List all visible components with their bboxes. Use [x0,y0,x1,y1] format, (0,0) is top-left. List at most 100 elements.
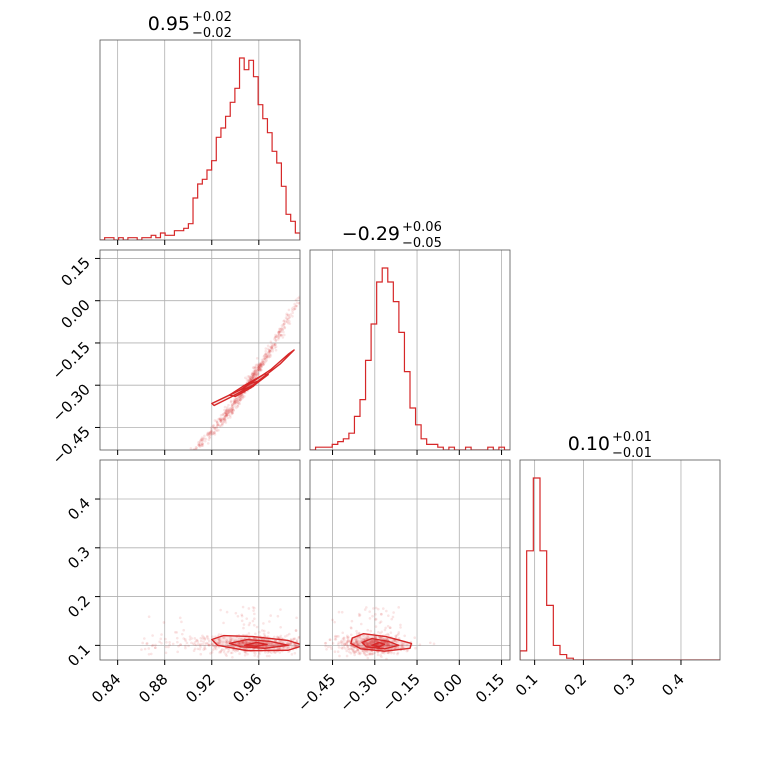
x-tick-label: 0.84 [88,670,124,706]
scatter-point [264,645,268,648]
scatter-point [384,626,387,630]
scatter-point [258,362,261,365]
scatter-point [400,643,403,647]
scatter-point [264,353,268,356]
scatter-point [260,364,264,368]
scatter-point [383,628,387,632]
scatter-point [380,630,384,634]
scatter-point [268,620,271,623]
x-tick-label: 0.4 [658,670,688,700]
scatter-point [270,345,273,348]
contour-line [228,373,269,398]
panel-background [310,460,510,660]
scatter-point [276,335,279,338]
scatter-point [228,414,232,418]
scatter-point [226,416,230,420]
scatter-point [295,638,299,642]
scatter-point [358,613,362,617]
scatter-point [232,409,235,412]
scatter-point [258,366,262,370]
scatter-point [355,643,359,646]
scatter-point [228,640,231,644]
scatter-point [177,644,180,648]
scatter-point [263,634,267,638]
scatter-point [334,637,338,641]
scatter-point [289,638,293,641]
scatter-point [399,626,402,629]
histogram-step-line [520,477,720,660]
scatter-point [283,319,286,322]
scatter-point [230,403,234,407]
scatter-point [197,442,201,446]
scatter-point [225,654,228,657]
scatter-point [154,646,157,650]
scatter-point [264,360,267,363]
scatter-point [164,651,168,655]
scatter-point [386,643,389,646]
scatter-point [197,444,201,447]
scatter-point [260,365,263,369]
scatter-point [282,322,286,326]
scatter-point [262,363,265,367]
scatter-point [288,642,292,645]
scatter-point [247,374,251,378]
scatter-point [237,642,241,646]
scatter-point [270,346,273,349]
scatter-point [366,634,369,638]
scatter-point [385,657,388,660]
scatter-point [263,629,266,633]
scatter-point [358,652,362,656]
scatter-point [269,348,273,351]
scatter-point [263,357,266,361]
scatter-point [387,643,390,646]
scatter-point [338,654,341,658]
scatter-point [379,654,382,657]
scatter-point [260,362,264,365]
scatter-point [374,635,377,639]
scatter-point [260,364,263,367]
scatter-point [252,372,256,375]
x-tick-label: 0.2 [561,670,591,700]
scatter-point [246,641,249,644]
scatter-point [237,641,241,645]
scatter-point [293,651,297,655]
scatter-point [238,652,241,655]
scatter-point [240,637,243,641]
scatter-point [372,635,376,639]
scatter-point [379,632,382,635]
scatter-point [179,643,182,647]
scatter-point [246,379,250,382]
scatter-point [230,637,234,641]
scatter-point [252,372,255,376]
scatter-point [346,638,350,642]
scatter-point [355,642,359,645]
scatter-point [382,645,386,649]
scatter-point [345,640,349,644]
scatter-point [240,394,243,398]
scatter-point [261,363,265,366]
panel-title-minus: −0.05 [402,236,442,251]
scatter-point [246,375,250,378]
scatter-point [378,636,381,640]
scatter-point [266,344,270,348]
scatter-point [290,307,294,310]
scatter-point [325,647,328,651]
scatter-point [271,347,275,351]
scatter-point [374,606,378,610]
scatter-point [214,645,217,649]
histogram-panel-2: 0.10 +0.01−0.01 [519,430,721,661]
scatter-point [324,641,328,645]
scatter-point [339,641,343,645]
scatter-point [219,420,222,423]
scatter-point [255,357,259,360]
scatter-point [235,401,238,405]
scatter-point [241,605,245,609]
scatter-point [222,648,226,652]
scatter-point [257,365,261,368]
scatter-point [208,436,211,439]
scatter-point [387,643,391,646]
scatter-point [341,643,344,646]
scatter-point [254,637,258,641]
scatter-point [195,638,199,642]
scatter-point [192,649,196,653]
